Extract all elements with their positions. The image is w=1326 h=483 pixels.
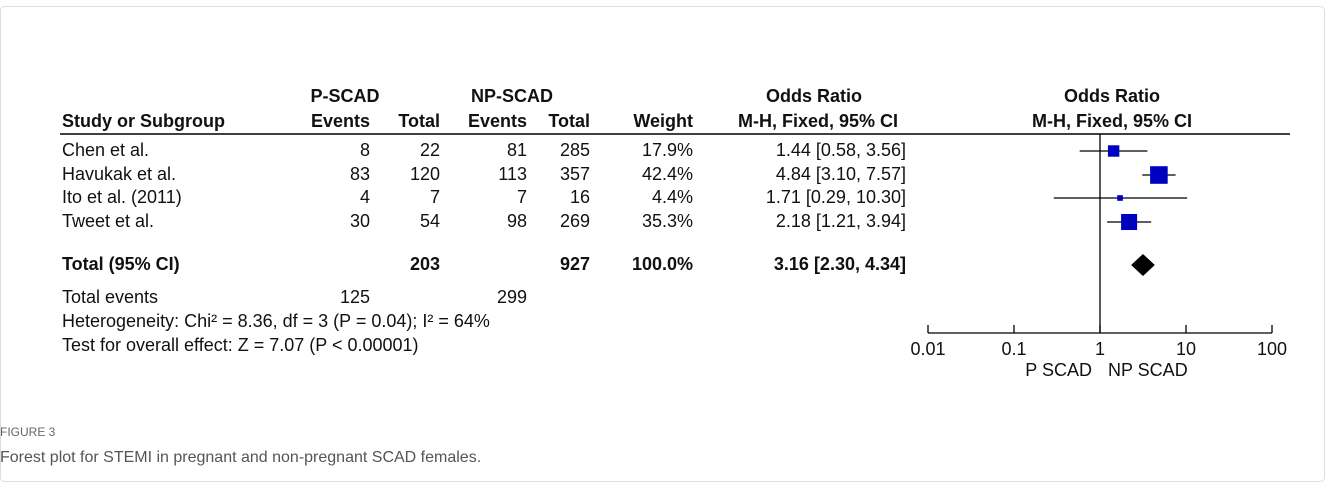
x-tick-label: 0.1 bbox=[1001, 339, 1026, 359]
summary-diamond bbox=[1131, 254, 1155, 276]
cell: 42.4% bbox=[642, 164, 693, 184]
study-name: Havukak et al. bbox=[62, 164, 176, 184]
group-header: Odds Ratio bbox=[766, 86, 862, 106]
x-tick-label: 100 bbox=[1257, 339, 1287, 359]
x-tick-label: 10 bbox=[1176, 339, 1196, 359]
x-label: P SCAD bbox=[1025, 360, 1092, 380]
x-label: NP SCAD bbox=[1108, 360, 1188, 380]
column-header: Study or Subgroup bbox=[62, 111, 225, 131]
x-tick-label: 1 bbox=[1095, 339, 1105, 359]
column-header: Total bbox=[398, 111, 440, 131]
cell: 285 bbox=[560, 140, 590, 160]
column-header: M-H, Fixed, 95% CI bbox=[738, 111, 898, 131]
heterogeneity: Heterogeneity: Chi² = 8.36, df = 3 (P = … bbox=[62, 311, 490, 331]
overall-effect: Test for overall effect: Z = 7.07 (P < 0… bbox=[62, 335, 419, 355]
cell: 203 bbox=[410, 254, 440, 274]
figure-label: FIGURE 3 bbox=[0, 425, 56, 439]
weight-square bbox=[1150, 166, 1168, 184]
ci-label: 2.18 [1.21, 3.94] bbox=[776, 211, 906, 231]
cell: 35.3% bbox=[642, 211, 693, 231]
cell: 100.0% bbox=[632, 254, 693, 274]
total-events-label: Total events bbox=[62, 287, 158, 307]
cell: 927 bbox=[560, 254, 590, 274]
study-name: Ito et al. (2011) bbox=[62, 187, 182, 207]
cell: 125 bbox=[340, 287, 370, 307]
cell: 8 bbox=[360, 140, 370, 160]
cell: 16 bbox=[570, 187, 590, 207]
group-header: P-SCAD bbox=[310, 86, 379, 106]
total-name: Total (95% CI) bbox=[62, 254, 180, 274]
column-header: Total bbox=[548, 111, 590, 131]
cell: 54 bbox=[420, 211, 440, 231]
weight-square bbox=[1107, 145, 1120, 157]
cell: 4 bbox=[360, 187, 370, 207]
group-header: NP-SCAD bbox=[471, 86, 553, 106]
cell: 98 bbox=[507, 211, 527, 231]
cell: 17.9% bbox=[642, 140, 693, 160]
ci-label: 3.16 [2.30, 4.34] bbox=[774, 254, 906, 274]
cell: 7 bbox=[430, 187, 440, 207]
ci-label: 4.84 [3.10, 7.57] bbox=[776, 164, 906, 184]
ci-label: 1.44 [0.58, 3.56] bbox=[776, 140, 906, 160]
cell: 22 bbox=[420, 140, 440, 160]
cell: 83 bbox=[350, 164, 370, 184]
weight-square bbox=[1117, 195, 1123, 201]
group-header: Odds Ratio bbox=[1064, 86, 1160, 106]
x-tick-label: 0.01 bbox=[910, 339, 945, 359]
ci-label: 1.71 [0.29, 10.30] bbox=[766, 187, 906, 207]
cell: 4.4% bbox=[652, 187, 693, 207]
cell: 120 bbox=[410, 164, 440, 184]
column-header: M-H, Fixed, 95% CI bbox=[1032, 111, 1192, 131]
cell: 269 bbox=[560, 211, 590, 231]
cell: 113 bbox=[498, 164, 527, 184]
frame bbox=[0, 6, 1325, 482]
column-header: Weight bbox=[633, 111, 693, 131]
column-header: Events bbox=[311, 111, 370, 131]
cell: 299 bbox=[497, 287, 527, 307]
cell: 7 bbox=[517, 187, 527, 207]
study-name: Tweet et al. bbox=[62, 211, 154, 231]
cell: 357 bbox=[560, 164, 590, 184]
cell: 30 bbox=[350, 211, 370, 231]
cell: 81 bbox=[507, 140, 527, 160]
column-header: Events bbox=[468, 111, 527, 131]
weight-square bbox=[1121, 213, 1138, 231]
study-name: Chen et al. bbox=[62, 140, 149, 160]
caption: Forest plot for STEMI in pregnant and no… bbox=[0, 449, 481, 466]
